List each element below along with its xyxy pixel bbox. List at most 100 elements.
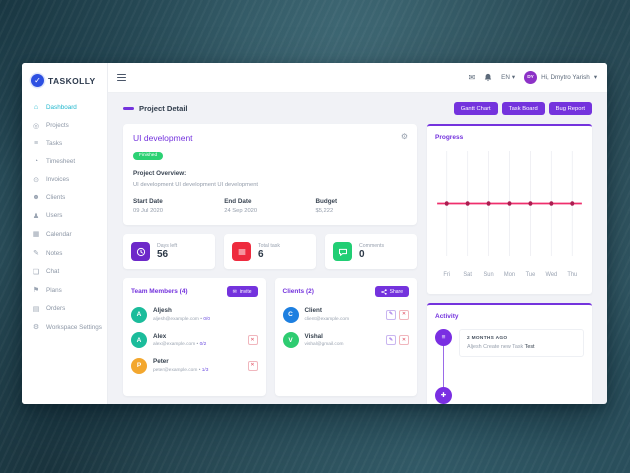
chat-icon: ❏ [32,268,40,276]
menu-toggle-icon[interactable] [117,72,126,82]
task-board-button[interactable]: Task Board [501,102,545,115]
tasks-icon: ≡ [33,140,39,148]
member-avatar: A [131,306,147,323]
start-date-field: Start Date 09 Jul 2020 [133,198,224,214]
app-window: ✓ TASKOLLY ⌂ Dashboard ◎ Projects ≡ Task… [22,63,607,404]
client-avatar: C [282,306,299,323]
sidebar-nav: ⌂ Dashboard ◎ Projects ≡ Tasks ◔ Timeshe… [22,99,107,337]
sidebar-item-clients[interactable]: ☻ Clients [22,189,107,207]
progress-chart: Fri Sat Sun Mon Tue Wed Thu [437,151,582,278]
stat-value: 6 [258,249,264,261]
client-row: V Vishal vishal@gmail.com ✎ ✕ [282,332,409,348]
edit-client-button[interactable]: ✎ [386,309,396,320]
invite-button[interactable]: ✉ invite [226,286,258,297]
sidebar-item-chat[interactable]: ❏ Chat [22,262,107,281]
task-list-icon [232,242,251,261]
sidebar-item-label: Dashboard [46,104,77,112]
chevron-down-icon: ▾ [593,74,597,81]
user-menu[interactable]: DY Hi, Dmytro Yarish ▾ [524,71,597,84]
bell-icon[interactable] [484,73,492,82]
sidebar-item-label: Users [46,212,63,220]
activity-text-highlight: Test [524,344,535,350]
page-actions: Gantt Chart Task Board Bug Report [453,102,592,115]
team-member-row: A Alex alex@example.com • 0/2 ✕ [131,332,258,348]
user-greeting: Hi, Dmytro Yarish [541,74,590,81]
sidebar-item-dashboard[interactable]: ⌂ Dashboard [22,99,107,117]
sidebar-item-orders[interactable]: ▤ Orders [22,300,107,319]
top-bar-right: ✉ EN ▾ DY Hi, Dmytro Yarish ▾ [468,71,597,84]
avatar: DY [524,71,538,84]
sidebar-item-label: Workspace Settings [46,323,102,331]
activity-entry-box: 2 MONTHS AGO Aljesh Create new Task Test [459,329,584,357]
remove-client-button[interactable]: ✕ [399,335,409,345]
sidebar-item-timesheet[interactable]: ◔ Timesheet [22,153,107,171]
clients-title: Clients (2) [282,288,314,295]
edit-client-button[interactable]: ✎ [386,335,396,345]
plans-icon: ⚑ [32,287,40,295]
mail-icon[interactable]: ✉ [468,73,476,82]
language-selector[interactable]: EN ▾ [501,74,515,81]
project-fields: Start Date 09 Jul 2020 End Date 24 Sep 2… [133,198,407,214]
timeline-connector [442,345,445,404]
sidebar-item-workspace-settings[interactable]: ⚙ Workspace Settings [22,318,107,337]
client-avatar: V [282,332,299,348]
sidebar-item-calendar[interactable]: ▦ Calendar [22,225,107,244]
activity-card: Activity ≡ 2 MONTHS AGO Aljesh Create ne… [427,303,592,404]
activity-entry: ≡ 2 MONTHS AGO Aljesh Create new Task Te… [435,329,584,357]
comment-icon [333,242,352,261]
share-label: Share [389,288,403,295]
member-avatar: A [131,332,147,348]
app-logo[interactable]: ✓ TASKOLLY [22,63,107,95]
gear-icon: ⚙ [32,324,40,332]
remove-member-button[interactable]: ✕ [247,360,258,371]
clients-panel: Clients (2) Share C [274,278,417,396]
status-badge: Finished [133,151,164,160]
member-email: peter@example.com • 1/3 [153,368,208,373]
gantt-chart-button[interactable]: Gantt Chart [453,102,498,115]
activity-text-main: Aljesh Create new Task [467,344,524,350]
field-value: 09 Jul 2020 [133,208,163,214]
sidebar-item-label: Plans [46,286,62,294]
team-members-panel: Team Members (4) ✉ invite A Aljesh [123,278,266,396]
title-dash-icon [123,107,134,110]
sidebar: ✓ TASKOLLY ⌂ Dashboard ◎ Projects ≡ Task… [22,63,108,404]
remove-client-button[interactable]: ✕ [399,309,409,320]
separator: • [200,316,202,322]
field-label: Start Date [133,198,163,205]
share-icon [380,288,387,295]
calendar-icon: ▦ [32,231,40,239]
days-left-card: Days left 56 [123,234,215,269]
client-email: vishal@gmail.com [304,342,344,348]
sidebar-item-label: Invoices [46,176,70,184]
home-icon: ⌂ [33,104,39,112]
share-button[interactable]: Share [374,286,409,297]
chevron-down-icon: ▾ [511,74,516,81]
activity-title: Activity [435,313,459,320]
remove-member-button[interactable]: ✕ [247,335,258,345]
svg-text:Fri: Fri [443,272,450,278]
team-member-row: P Peter peter@example.com • 1/3 ✕ [131,357,258,374]
team-member-row: A Aljesh aljesh@example.com • 0/0 [131,306,258,323]
language-label: EN [501,74,510,81]
sidebar-item-label: Calendar [46,230,72,238]
member-task-ratio: 0/0 [203,316,210,322]
sidebar-item-label: Timesheet [46,158,76,166]
activity-next-icon: ✚ [435,386,452,404]
sidebar-item-notes[interactable]: ✎ Notes [22,244,107,263]
sidebar-item-projects[interactable]: ◎ Projects [22,117,107,136]
sidebar-item-invoices[interactable]: ⊙ Invoices [22,170,107,189]
sidebar-item-tasks[interactable]: ≡ Tasks [22,135,107,153]
top-bar: ✉ EN ▾ DY Hi, Dmytro Yarish ▾ [107,63,607,93]
field-value: 24 Sep 2020 [224,208,258,214]
sidebar-item-plans[interactable]: ⚑ Plans [22,281,107,300]
comments-card: Comments 0 [325,234,417,269]
orders-icon: ▤ [32,305,40,313]
bug-report-button[interactable]: Bug Report [548,102,592,115]
project-settings-icon[interactable]: ⚙ [400,132,408,141]
client-name: Vishal [304,332,323,340]
separator: • [196,342,199,348]
separator: • [198,367,201,373]
member-email: aljesh@example.com • 0/0 [153,317,210,322]
sidebar-item-users[interactable]: ♟ Users [22,207,107,226]
invoices-icon: ⊙ [33,176,39,184]
